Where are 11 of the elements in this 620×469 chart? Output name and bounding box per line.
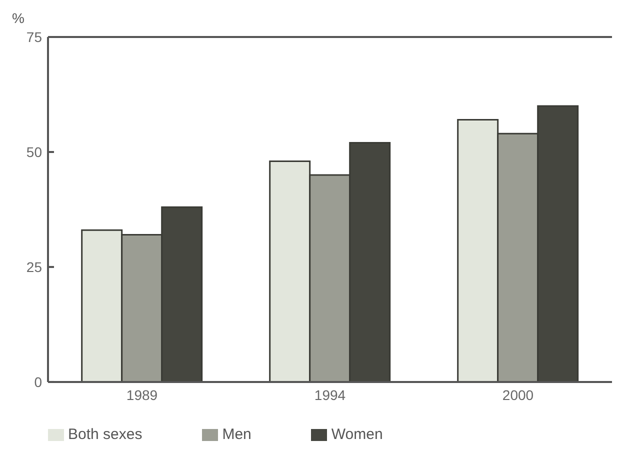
y-tick-label: 0 [34, 374, 42, 390]
y-tick-label: 25 [26, 258, 42, 275]
x-tick-label: 2000 [502, 386, 534, 403]
y-tick-label: 50 [26, 144, 42, 160]
y-axis-title: % [12, 10, 24, 26]
legend-label: Both sexes [68, 426, 142, 443]
legend-label: Women [331, 426, 383, 443]
legend-label: Men [222, 426, 252, 443]
x-tick-label: 1994 [314, 386, 346, 403]
x-tick-label: 1989 [126, 386, 158, 403]
y-tick-label: 75 [26, 28, 42, 45]
